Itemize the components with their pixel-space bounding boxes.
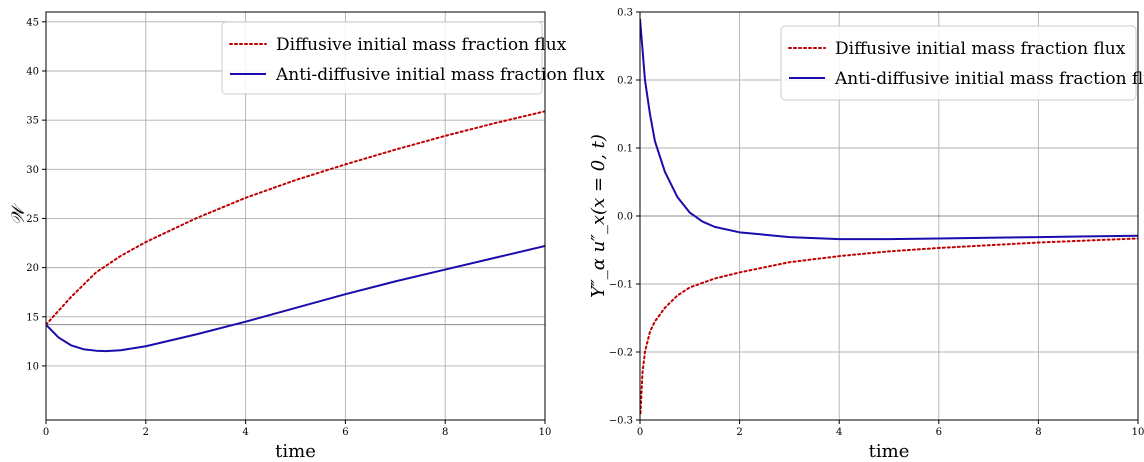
chart-panel-2: 0 2 4 6 8 10 −0.3 −0.2 −0.1 0.0 0.1 0.2 0.3 time Y″_α … xyxy=(588,8,1144,462)
y-tick-label: 45 xyxy=(26,17,39,28)
series-line-2 xyxy=(640,18,1138,241)
plot-area xyxy=(640,18,1138,415)
y-tick-label: 35 xyxy=(26,116,39,127)
y-tick-label: 0.2 xyxy=(617,76,633,87)
y-tick-label: −0.3 xyxy=(609,416,633,427)
x-tick-label: 2 xyxy=(143,427,149,438)
y-tick-label: 20 xyxy=(26,263,39,274)
y-tick-label: 25 xyxy=(26,214,39,225)
y-tick-label: 10 xyxy=(26,361,39,372)
y-tick-label: −0.2 xyxy=(609,348,633,359)
x-tick-label: 10 xyxy=(1132,427,1144,438)
legend-label-2: Anti-diffusive initial mass fraction flu… xyxy=(275,65,605,85)
y-tick-label: 0.3 xyxy=(617,8,633,19)
x-tick-label: 6 xyxy=(342,427,348,438)
x-tick-label: 6 xyxy=(936,427,942,438)
x-tick-label: 4 xyxy=(836,427,842,438)
y-tick-label: 0.1 xyxy=(617,144,633,155)
y-tick-label: 40 xyxy=(26,66,39,77)
y-axis-label: Y″_α u″_x(x = 0, t) xyxy=(588,134,609,298)
x-axis-label: time xyxy=(275,441,316,462)
x-tick-label: 4 xyxy=(242,427,248,438)
y-tick-label: 15 xyxy=(26,312,39,323)
x-tick-label: 8 xyxy=(1035,427,1041,438)
series-line-2 xyxy=(46,245,545,353)
x-tick-label: 2 xyxy=(736,427,742,438)
x-tick-label: 0 xyxy=(43,427,49,438)
legend-box xyxy=(221,21,543,95)
x-tick-label: 10 xyxy=(539,427,552,438)
legend-label-1: Diffusive initial mass fraction flux xyxy=(835,39,1126,59)
chart-panel-1: 0 2 4 6 8 10 10 15 20 25 30 35 40 45 time 𝒲 Diffusive in… xyxy=(8,11,605,462)
legend-box xyxy=(780,25,1137,101)
series-line-1 xyxy=(46,110,545,326)
x-tick-label: 0 xyxy=(637,427,643,438)
legend-label-2: Anti-diffusive initial mass fraction flu… xyxy=(834,69,1144,89)
y-tick-label: 30 xyxy=(26,165,39,176)
series-line-1 xyxy=(640,237,1138,415)
plot-area xyxy=(46,110,545,353)
plot-frame xyxy=(45,11,546,421)
y-tick-label: 0.0 xyxy=(617,212,633,223)
y-tick-label: −0.1 xyxy=(609,280,633,291)
x-axis-label: time xyxy=(869,441,910,462)
x-tick-label: 8 xyxy=(442,427,448,438)
legend-label-1: Diffusive initial mass fraction flux xyxy=(276,35,567,55)
y-axis-label: 𝒲 xyxy=(8,202,29,225)
